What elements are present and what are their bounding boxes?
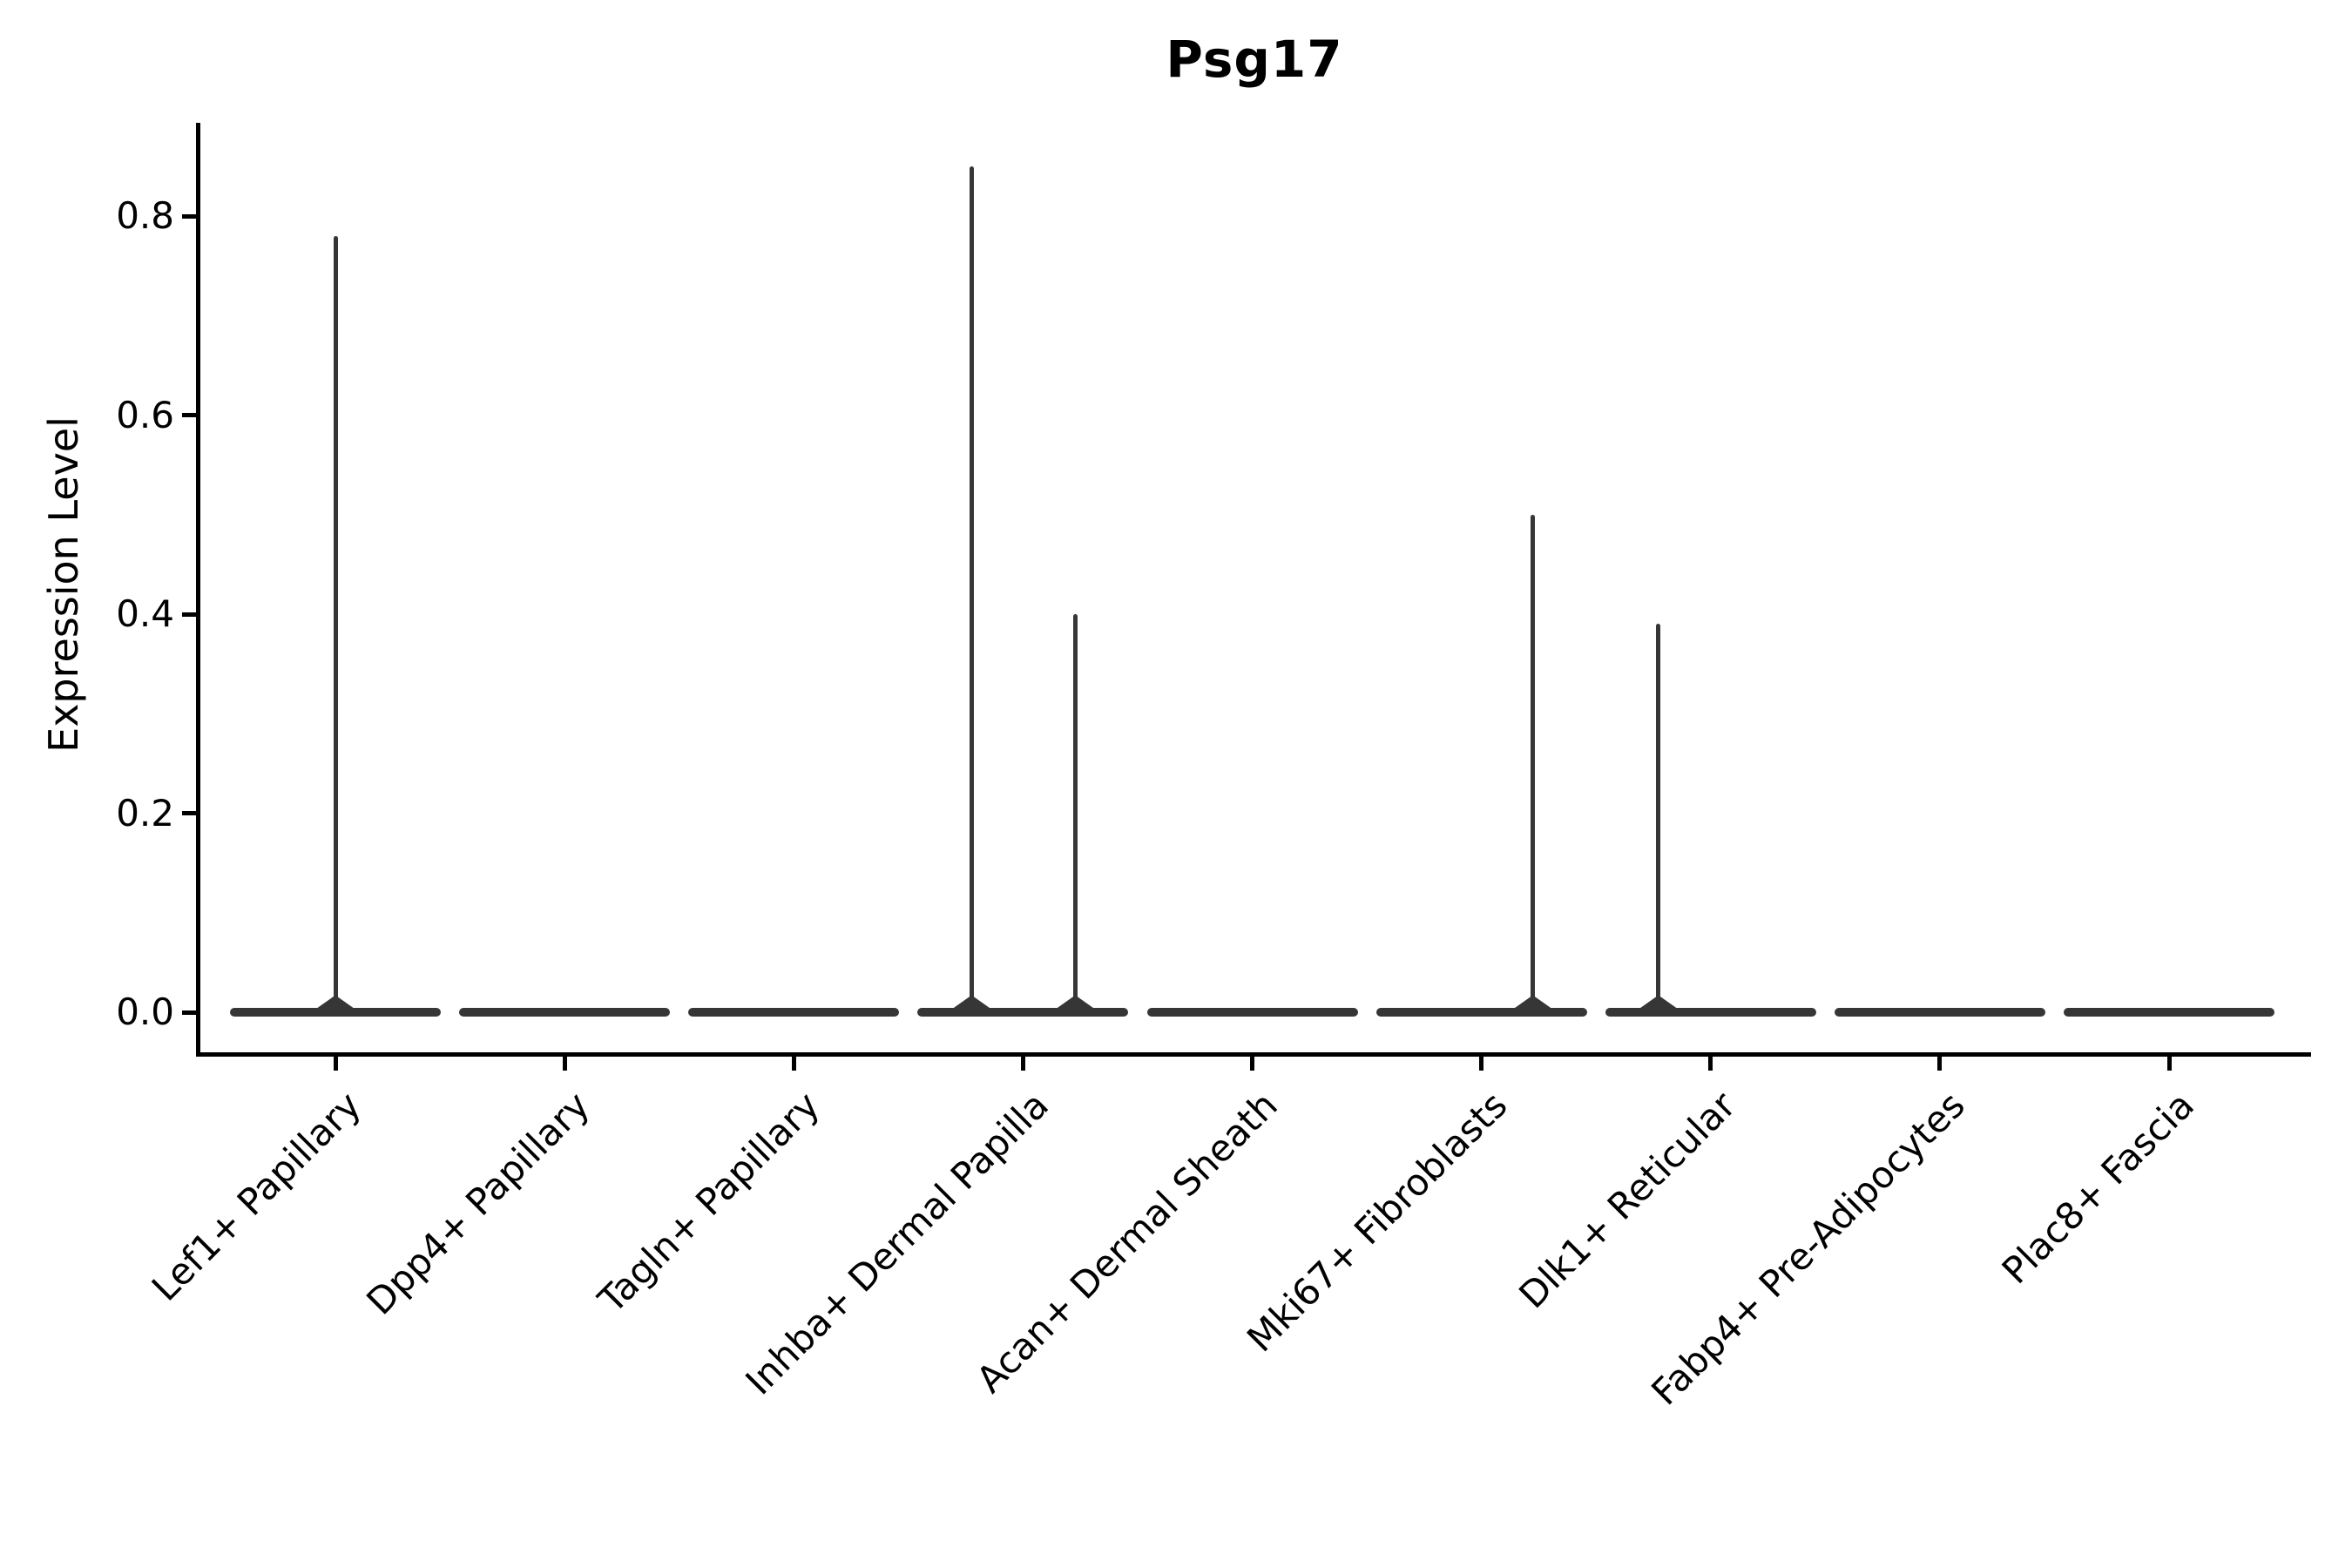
- y-axis-line: [196, 123, 200, 1057]
- y-tick-label: 0.2: [116, 791, 174, 835]
- violin-spike: [969, 166, 974, 1017]
- violin-spike: [1072, 614, 1078, 1017]
- x-category-label: Tagln+ Papillary: [590, 1083, 828, 1321]
- x-tick-mark: [562, 1057, 567, 1071]
- violin-body: [1375, 1008, 1587, 1017]
- y-tick-label: 0.4: [116, 592, 174, 635]
- violin-body: [688, 1008, 900, 1017]
- x-tick-mark: [2166, 1057, 2172, 1071]
- violin-body: [1146, 1008, 1358, 1017]
- x-tick-mark: [1250, 1057, 1254, 1071]
- chart-title: Psg17: [1166, 30, 1343, 89]
- y-tick-label: 0.8: [116, 194, 174, 237]
- x-category-label: Lef1+ Papillary: [143, 1083, 369, 1309]
- violin-body: [230, 1008, 441, 1017]
- y-tick-mark: [182, 213, 196, 219]
- x-tick-mark: [791, 1057, 796, 1071]
- violin-body: [459, 1008, 671, 1017]
- violin-body: [1605, 1008, 1816, 1017]
- x-tick-mark: [1708, 1057, 1713, 1071]
- x-tick-mark: [333, 1057, 338, 1071]
- x-axis-line: [196, 1052, 2311, 1057]
- x-tick-mark: [1479, 1057, 1484, 1071]
- y-tick-label: 0.0: [116, 990, 174, 1033]
- y-tick-mark: [182, 413, 196, 417]
- y-axis-label: Expression Level: [40, 416, 87, 753]
- y-tick-mark: [182, 1010, 196, 1015]
- x-tick-mark: [1937, 1057, 1943, 1071]
- x-category-label: Plac8+ Fascia: [1994, 1083, 2203, 1293]
- violin-body: [917, 1008, 1129, 1017]
- violin-spike: [1531, 514, 1536, 1017]
- y-tick-label: 0.6: [116, 393, 174, 436]
- violin-spike: [333, 235, 338, 1017]
- y-tick-mark: [182, 612, 196, 617]
- violin-body: [1834, 1008, 2045, 1017]
- y-tick-mark: [182, 811, 196, 815]
- x-tick-mark: [1020, 1057, 1025, 1071]
- x-category-label: Dlk1+ Reticular: [1511, 1083, 1745, 1317]
- violin-spike: [1656, 624, 1661, 1017]
- violin-body: [2064, 1008, 2274, 1017]
- x-category-label: Dpp4+ Papillary: [358, 1083, 598, 1323]
- x-category-label: Mki67+ Fibroblasts: [1238, 1083, 1516, 1361]
